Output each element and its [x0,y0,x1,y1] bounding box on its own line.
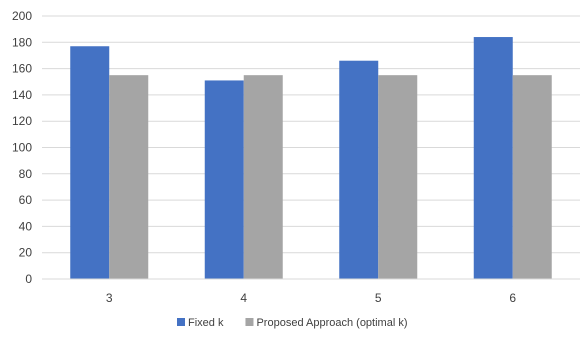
legend-swatch [177,318,185,326]
bar-proposed-approach-6 [512,75,552,279]
bar-proposed-approach-4 [243,75,283,279]
y-tick-label: 0 [25,272,32,286]
bar-fixed-k-5 [339,60,379,280]
x-tick-label: 6 [509,291,516,305]
y-tick-label: 100 [12,141,32,155]
x-axis-ticks: 3 4 5 6 [106,291,517,305]
y-tick-label: 40 [19,219,33,233]
bar-proposed-approach-3 [109,75,149,279]
bar-fixed-k-6 [473,37,513,279]
bar-proposed-approach-5 [378,75,418,279]
y-axis-ticks: 0 20 40 60 80 100 120 140 160 180 200 [12,9,32,286]
bar-fixed-k-4 [204,80,244,279]
legend: Fixed k Proposed Approach (optimal k) [177,317,408,329]
x-tick-label: 4 [240,291,247,305]
y-tick-label: 80 [19,167,33,181]
y-tick-label: 120 [12,114,32,128]
x-tick-label: 3 [106,291,113,305]
y-tick-label: 180 [12,35,32,49]
bars [70,37,552,280]
legend-label: Proposed Approach (optimal k) [256,317,407,329]
y-tick-label: 140 [12,88,32,102]
bar-fixed-k-3 [70,46,110,280]
y-tick-label: 200 [12,9,32,23]
y-tick-label: 160 [12,62,32,76]
y-tick-label: 20 [19,246,33,260]
legend-label: Fixed k [188,317,224,329]
y-tick-label: 60 [19,193,33,207]
x-tick-label: 5 [375,291,382,305]
legend-swatch [245,318,254,326]
